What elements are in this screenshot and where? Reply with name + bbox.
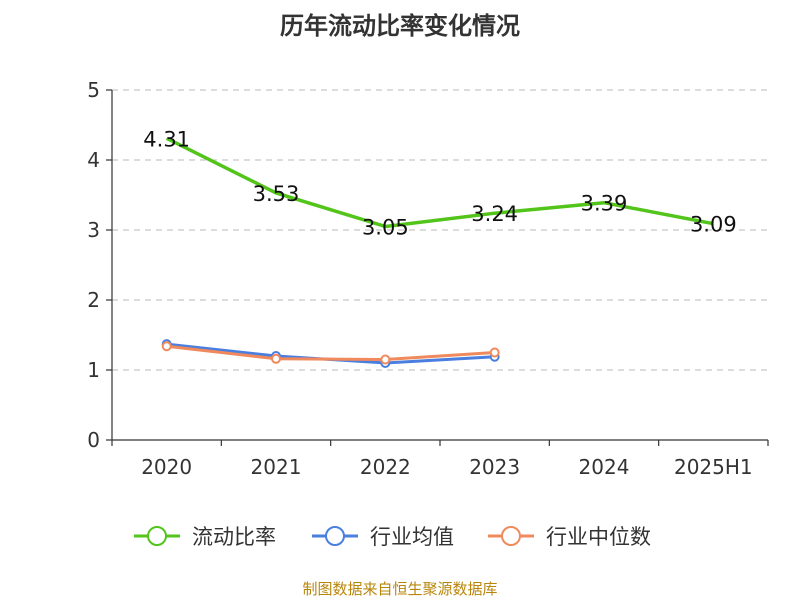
data-labels: 4.31 3.53 3.05 3.24 3.39 3.09 bbox=[143, 127, 736, 239]
data-point bbox=[161, 341, 172, 352]
axes: 0 1 2 3 4 5 2020 2021 2022 2023 2024 2025H1 bbox=[87, 78, 769, 479]
y-tick-label: 1 bbox=[87, 358, 100, 382]
data-label: 3.53 bbox=[253, 182, 300, 206]
series-line bbox=[165, 136, 714, 229]
data-label: 3.09 bbox=[690, 213, 737, 237]
legend: 流动比率 行业均值 行业中位数 bbox=[134, 525, 651, 549]
chart-title: 历年流动比率变化情况 bbox=[280, 12, 520, 40]
data-label: 3.24 bbox=[471, 202, 518, 226]
legend-label: 行业中位数 bbox=[546, 525, 651, 549]
series-line bbox=[166, 344, 495, 361]
series-lines bbox=[161, 136, 714, 368]
legend-marker bbox=[147, 526, 167, 546]
data-point bbox=[380, 354, 391, 365]
legend-marker bbox=[325, 526, 345, 546]
x-tick-label: 2023 bbox=[469, 455, 520, 479]
data-point bbox=[489, 347, 500, 358]
x-tick-label: 2025H1 bbox=[674, 455, 753, 479]
x-tick-label: 2020 bbox=[141, 455, 192, 479]
y-tick-label: 0 bbox=[87, 428, 100, 452]
y-tick-label: 2 bbox=[87, 288, 100, 312]
data-point bbox=[271, 353, 281, 364]
x-tick-label: 2024 bbox=[579, 455, 630, 479]
data-label: 3.39 bbox=[581, 192, 628, 216]
x-tick-label: 2022 bbox=[360, 455, 411, 479]
legend-label: 行业均值 bbox=[370, 525, 454, 549]
data-label: 3.05 bbox=[362, 216, 409, 240]
y-tick-label: 3 bbox=[87, 218, 100, 242]
legend-marker bbox=[501, 526, 521, 546]
data-label: 4.31 bbox=[143, 127, 190, 151]
source-note: 制图数据来自恒生聚源数据库 bbox=[302, 580, 498, 598]
legend-label: 流动比率 bbox=[192, 525, 276, 549]
grid-lines bbox=[112, 89, 768, 371]
y-tick-label: 5 bbox=[87, 78, 100, 102]
y-tick-label: 4 bbox=[87, 148, 100, 172]
x-tick-label: 2021 bbox=[251, 455, 302, 479]
